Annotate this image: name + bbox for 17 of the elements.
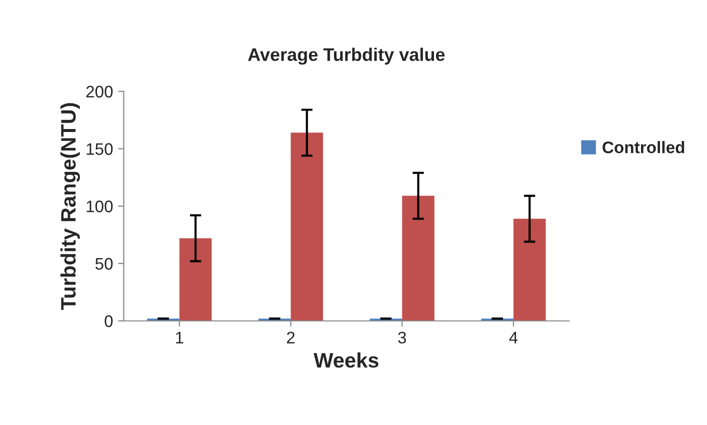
x-tick-label: 3 <box>398 332 406 344</box>
chart-title: Average Turbdity value <box>248 48 445 65</box>
bar <box>179 238 212 321</box>
y-tick-label: 100 <box>86 200 113 212</box>
x-tick-label: 4 <box>509 332 518 344</box>
bar <box>513 218 546 321</box>
y-tick-label: 50 <box>95 258 113 270</box>
y-tick-label: 200 <box>86 86 113 98</box>
legend-label: Controlled <box>602 141 684 154</box>
bar <box>290 132 324 321</box>
x-tick-label: 2 <box>286 332 295 344</box>
x-axis-title: Weeks <box>314 352 378 368</box>
y-axis-title: Turbdity Range(NTU) <box>60 103 80 310</box>
x-tick-label: 1 <box>176 332 184 344</box>
bar <box>402 196 434 321</box>
y-tick-label: 0 <box>104 315 113 328</box>
y-tick-label: 150 <box>86 143 113 155</box>
